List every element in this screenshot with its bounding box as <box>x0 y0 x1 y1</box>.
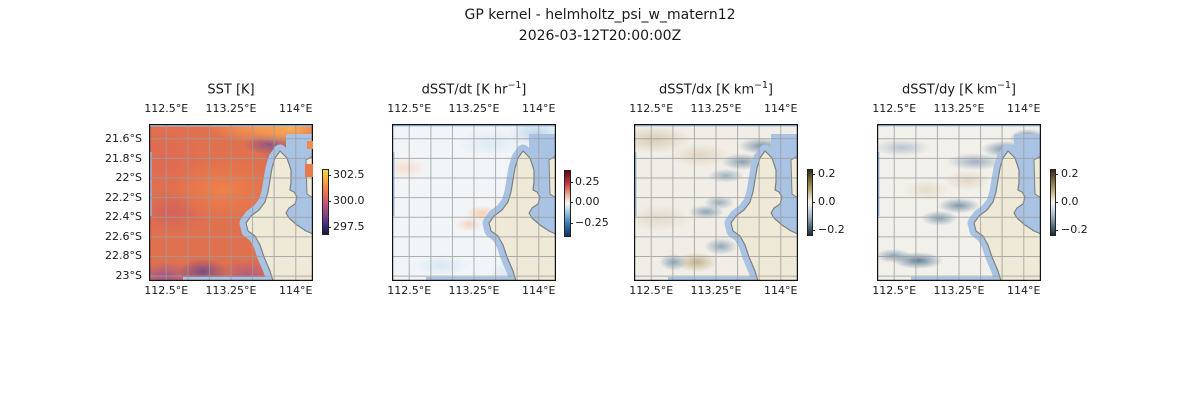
panel-title-sst: SST [K] <box>149 80 313 97</box>
x-tick-label: 113.25°E <box>933 284 985 297</box>
colorbar-tick <box>570 182 573 183</box>
panel-dsst-dy: dSST/dy [K km−1] 112.5°E 113.25°E 114°E … <box>872 78 1041 302</box>
y-tick-label: 21.8°S <box>105 152 142 165</box>
map-overlay <box>149 124 313 281</box>
panel-dsst-dt: dSST/dt [K hr−1] 112.5°E 113.25°E 114°E … <box>387 78 556 302</box>
colorbar-tick <box>812 230 815 231</box>
x-tick-label: 114°E <box>1007 102 1041 115</box>
x-tick-label: 113.25°E <box>448 102 500 115</box>
colorbar-tick-label: 0.25 <box>575 175 600 188</box>
colorbar-tick-label: 302.5 <box>333 168 365 181</box>
colorbar-tick-label: 0.0 <box>818 195 836 208</box>
x-tick-label: 114°E <box>522 102 556 115</box>
map-overlay <box>392 124 556 281</box>
colorbar-tick-label: −0.2 <box>1061 223 1088 236</box>
y-tick-label: 22.6°S <box>105 230 142 243</box>
x-tick-label: 113.25°E <box>448 284 500 297</box>
x-tick-label: 113.25°E <box>933 102 985 115</box>
colorbar-tick-label: 0.00 <box>575 195 600 208</box>
x-tick-label: 112.5°E <box>387 102 432 115</box>
panel-title-sup: −1 <box>754 80 768 91</box>
figure-title: GP kernel - helmholtz_psi_w_matern12 <box>464 7 736 23</box>
colorbar-tick <box>328 227 331 228</box>
x-tick-label: 113.25°E <box>205 284 257 297</box>
y-tick-label: 21.6°S <box>105 132 142 145</box>
colorbar-tick <box>812 202 815 203</box>
map-overlay <box>634 124 798 281</box>
colorbar-tick-label: −0.25 <box>575 216 609 229</box>
panel-dsst-dx: dSST/dx [K km−1] 112.5°E 113.25°E 114°E … <box>629 78 798 302</box>
y-tick-label: 22.2°S <box>105 191 142 204</box>
panel-sst: SST [K] 112.5°E 113.25°E 114°E 112.5°E 1… <box>144 78 313 302</box>
colorbar-tick-label: 0.0 <box>1061 195 1079 208</box>
colorbar-tick-label: −0.2 <box>818 223 845 236</box>
map-dsst-dt <box>392 124 556 281</box>
x-tick-label: 112.5°E <box>629 284 674 297</box>
panel-title-text: dSST/dy [K km <box>902 82 998 98</box>
map-dsst-dy <box>877 124 1041 281</box>
x-tick-label: 114°E <box>764 102 798 115</box>
colorbar-tick <box>1055 174 1058 175</box>
panel-title-close: ] <box>1010 82 1016 98</box>
x-tick-label: 114°E <box>1007 284 1041 297</box>
colorbar-tick <box>570 223 573 224</box>
panel-title-dsst-dt: dSST/dt [K hr−1] <box>392 80 556 97</box>
x-tick-label: 112.5°E <box>629 102 674 115</box>
panel-title-dsst-dx: dSST/dx [K km−1] <box>634 80 798 97</box>
y-tick-label: 22.8°S <box>105 249 142 262</box>
colorbar-tick <box>1055 202 1058 203</box>
x-tick-label: 112.5°E <box>872 102 917 115</box>
colorbar-tick-label: 300.0 <box>333 194 365 207</box>
map-dsst-dx <box>634 124 798 281</box>
x-tick-label: 113.25°E <box>690 284 742 297</box>
colorbar-tick <box>328 201 331 202</box>
panel-title-text: dSST/dt [K hr <box>421 82 508 98</box>
colorbar-sst <box>322 169 329 235</box>
map-overlay <box>877 124 1041 281</box>
panel-title-sup: −1 <box>507 80 522 91</box>
colorbar-tick-label: 297.5 <box>333 220 365 233</box>
figure-subtitle: 2026-03-12T20:00:00Z <box>518 28 682 44</box>
colorbar-tick <box>812 174 815 175</box>
colorbar-tick <box>1055 230 1058 231</box>
colorbar-tick <box>570 202 573 203</box>
y-tick-label: 22.4°S <box>105 210 142 223</box>
panel-title-text: SST [K] <box>207 82 255 98</box>
x-tick-label: 114°E <box>522 284 556 297</box>
y-tick-label: 22°S <box>115 171 142 184</box>
x-tick-label: 112.5°E <box>872 284 917 297</box>
colorbar-tick <box>328 175 331 176</box>
panel-title-close: ] <box>767 82 773 98</box>
colorbar-dsst-dt <box>564 170 571 237</box>
x-tick-label: 112.5°E <box>144 284 189 297</box>
panel-title-dsst-dy: dSST/dy [K km−1] <box>877 80 1041 97</box>
x-tick-label: 112.5°E <box>387 284 432 297</box>
panel-title-sup: −1 <box>997 80 1011 91</box>
panel-title-close: ] <box>521 82 527 98</box>
x-tick-label: 112.5°E <box>144 102 189 115</box>
panel-title-text: dSST/dx [K km <box>659 82 755 98</box>
map-sst <box>149 124 313 281</box>
x-tick-label: 114°E <box>764 284 798 297</box>
x-tick-label: 114°E <box>279 284 313 297</box>
y-tick-label: 23°S <box>115 269 142 282</box>
x-tick-label: 113.25°E <box>205 102 257 115</box>
x-tick-label: 113.25°E <box>690 102 742 115</box>
colorbar-tick-label: 0.2 <box>1061 167 1079 180</box>
x-tick-label: 114°E <box>279 102 313 115</box>
colorbar-tick-label: 0.2 <box>818 167 836 180</box>
